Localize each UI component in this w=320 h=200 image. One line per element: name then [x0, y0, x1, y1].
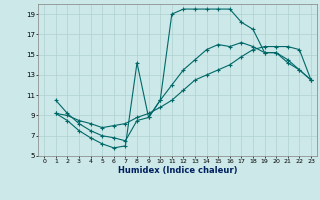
- X-axis label: Humidex (Indice chaleur): Humidex (Indice chaleur): [118, 166, 237, 175]
